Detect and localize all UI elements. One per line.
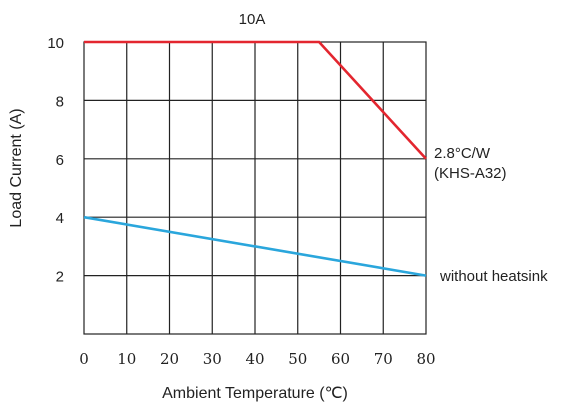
series-label-no-heatsink-line-1: without heatsink	[439, 268, 548, 285]
y-tick-label-2: 2	[56, 269, 64, 286]
tick-labels: 0 10 20 30 40 50 60 70 80 2 4 6 8 10	[47, 35, 435, 368]
x-tick-label-60: 60	[331, 350, 350, 368]
x-tick-label-70: 70	[374, 350, 393, 368]
x-tick-label-50: 50	[288, 350, 307, 368]
series-label-heatsink: 2.8°C/W (KHS-A32)	[434, 145, 507, 182]
series-line-0	[84, 40, 427, 160]
x-tick-label-30: 30	[203, 350, 222, 368]
series-line-1	[83, 215, 427, 277]
y-tick-label-6: 6	[56, 152, 64, 169]
y-tick-label-4: 4	[56, 210, 64, 227]
x-axis-label: Ambient Temperature (℃)	[162, 385, 348, 402]
chart-title: 10A	[239, 11, 266, 28]
x-tick-label-10: 10	[117, 350, 136, 368]
series-label-no-heatsink: without heatsink	[439, 268, 548, 285]
series-layer	[83, 40, 427, 277]
grid	[83, 41, 427, 335]
series-label-heatsink-line-1: 2.8°C/W	[434, 145, 491, 162]
x-tick-label-80: 80	[416, 350, 435, 368]
y-axis-label: Load Current (A)	[8, 108, 25, 227]
x-tick-label-40: 40	[245, 350, 264, 368]
y-tick-label-8: 8	[56, 93, 64, 110]
series-label-heatsink-line-2: (KHS-A32)	[434, 165, 507, 182]
x-tick-label-0: 0	[79, 350, 89, 368]
y-tick-label-10: 10	[47, 35, 64, 52]
x-tick-label-20: 20	[160, 350, 179, 368]
